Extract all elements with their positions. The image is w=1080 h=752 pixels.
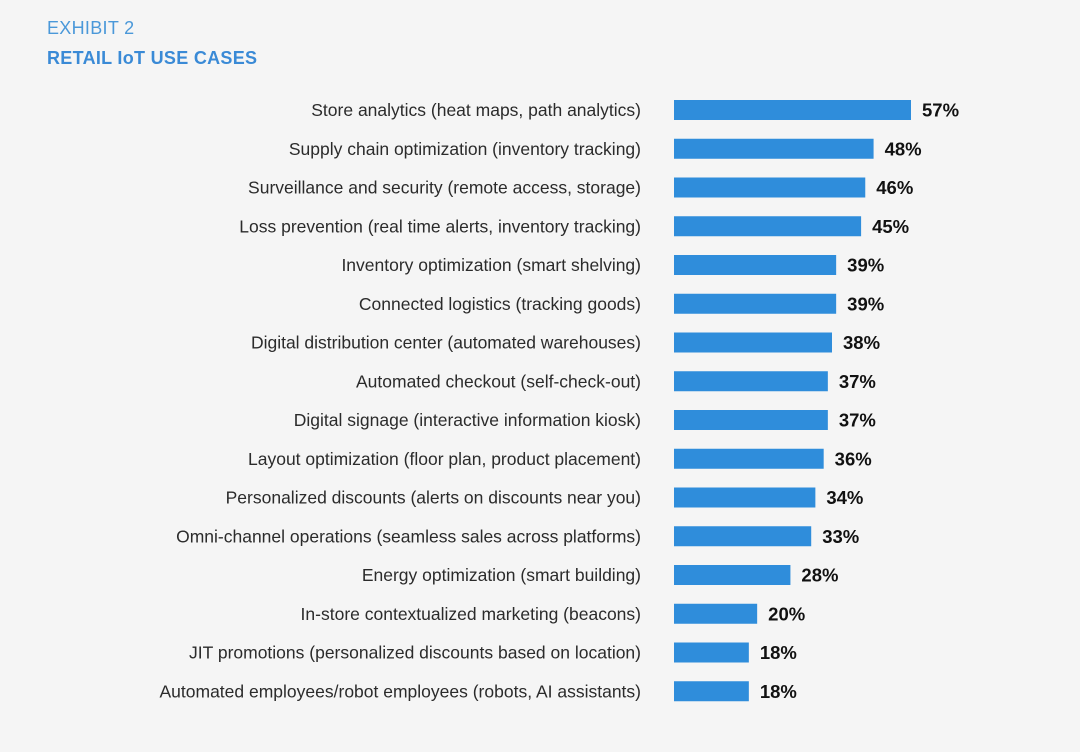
bar-row: Loss prevention (real time alerts, inven… (239, 216, 909, 237)
value-label: 39% (847, 293, 884, 314)
value-label: 46% (876, 177, 913, 198)
bar-row: Supply chain optimization (inventory tra… (289, 138, 922, 159)
bar-row: Store analytics (heat maps, path analyti… (311, 100, 959, 121)
bar (674, 642, 749, 663)
category-label: Loss prevention (real time alerts, inven… (239, 216, 641, 236)
bar-row: Surveillance and security (remote access… (248, 177, 913, 198)
bar-row: JIT promotions (personalized discounts b… (189, 642, 797, 663)
chart-title: RETAIL IoT USE CASES (47, 48, 258, 68)
bar (674, 565, 791, 585)
value-label: 20% (768, 603, 805, 624)
value-label: 18% (760, 681, 797, 702)
value-label: 37% (839, 371, 876, 392)
bar (674, 138, 874, 159)
bar-row: Connected logistics (tracking goods) 39% (359, 293, 884, 314)
bar (674, 332, 832, 353)
value-label: 18% (760, 642, 797, 663)
category-label: Energy optimization (smart building) (362, 565, 641, 585)
bar-row: Automated checkout (self-check-out) 37% (356, 371, 876, 392)
bar-row: Inventory optimization (smart shelving) 3… (341, 255, 884, 276)
bar-row: Automated employees/robot employees (rob… (160, 681, 797, 702)
category-label: JIT promotions (personalized discounts b… (189, 643, 641, 663)
value-label: 28% (801, 565, 838, 586)
bar-row: Energy optimization (smart building) 28% (362, 565, 839, 586)
bar (674, 293, 837, 314)
bar-row: Digital signage (interactive information… (294, 410, 876, 431)
category-label: Automated employees/robot employees (rob… (160, 681, 642, 701)
category-label: Omni-channel operations (seamless sales … (176, 526, 641, 546)
category-label: Inventory optimization (smart shelving) (341, 255, 641, 275)
category-label: Layout optimization (floor plan, product… (248, 449, 641, 469)
bar-row: Omni-channel operations (seamless sales … (176, 526, 859, 547)
bar (674, 177, 866, 198)
value-label: 39% (847, 255, 884, 276)
bar-row: In-store contextualized marketing (beaco… (301, 603, 806, 624)
bar (674, 371, 828, 392)
category-label: Surveillance and security (remote access… (248, 178, 641, 198)
bar (674, 681, 749, 702)
bar (674, 410, 828, 430)
category-label: Supply chain optimization (inventory tra… (289, 139, 641, 159)
category-label: Digital distribution center (automated w… (251, 333, 641, 353)
bar (674, 100, 911, 120)
exhibit-label: EXHIBIT 2 (47, 18, 135, 38)
value-label: 57% (922, 100, 959, 121)
category-label: Personalized discounts (alerts on discou… (226, 488, 641, 508)
value-label: 34% (826, 487, 863, 508)
bar (674, 487, 816, 508)
value-label: 48% (885, 138, 922, 159)
category-label: In-store contextualized marketing (beaco… (301, 604, 641, 624)
value-label: 36% (835, 448, 872, 469)
category-label: Store analytics (heat maps, path analyti… (311, 100, 641, 120)
bar (674, 526, 812, 547)
bar (674, 216, 862, 237)
value-label: 33% (822, 526, 859, 547)
bar (674, 448, 824, 469)
value-label: 37% (839, 410, 876, 431)
value-label: 38% (843, 332, 880, 353)
bar (674, 603, 758, 624)
bar-row: Digital distribution center (automated w… (251, 332, 880, 353)
bar-row: Layout optimization (floor plan, product… (248, 448, 872, 469)
bar-row: Personalized discounts (alerts on discou… (226, 487, 864, 508)
category-label: Digital signage (interactive information… (294, 410, 641, 430)
bar (674, 255, 837, 275)
category-label: Connected logistics (tracking goods) (359, 294, 641, 314)
category-label: Automated checkout (self-check-out) (356, 371, 641, 391)
value-label: 45% (872, 216, 909, 237)
